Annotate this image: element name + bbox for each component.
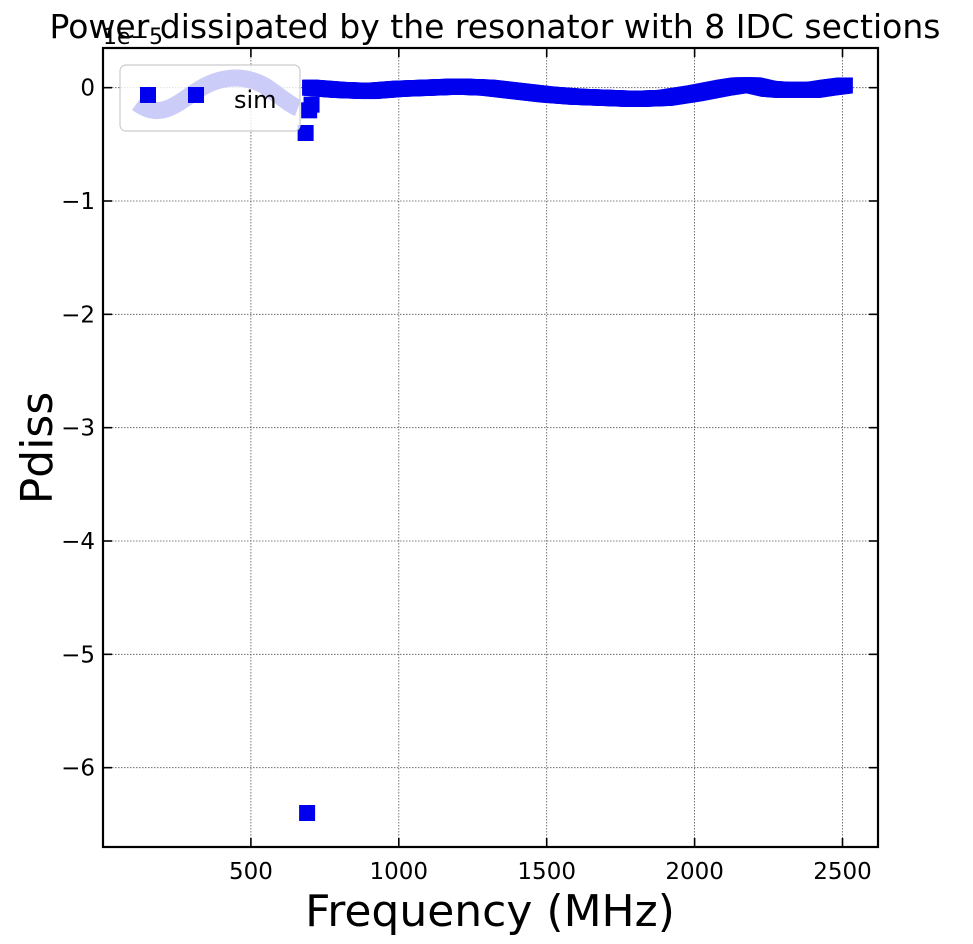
y-tick-label: −1	[61, 189, 95, 215]
y-offset-label: 1e−5	[103, 25, 163, 50]
y-tick-label: −6	[61, 756, 95, 782]
data-point	[297, 125, 314, 141]
x-tick-label: 2500	[813, 859, 872, 885]
y-tick-label: −3	[61, 416, 95, 442]
x-tick-label: 1000	[370, 859, 429, 885]
y-tick-label: −4	[61, 529, 95, 555]
axis-ticks: 500 1000 1500 2000 2500 0 −1 −2 −3 −4 −5 −6	[61, 48, 878, 885]
legend-marker	[140, 87, 156, 103]
x-axis-label: Frequency (MHz)	[305, 886, 675, 937]
data-point	[299, 805, 316, 821]
data-point	[303, 96, 320, 113]
y-tick-label: 0	[80, 76, 95, 102]
legend: sim	[119, 64, 302, 132]
x-tick-label: 2000	[665, 859, 724, 885]
y-axis-label: Pdiss	[12, 392, 63, 505]
x-tick-label: 500	[229, 859, 273, 885]
x-tick-label: 1500	[517, 859, 576, 885]
chart-title: Power dissipated by the resonator with 8…	[50, 7, 941, 46]
data-series-sim	[297, 77, 853, 821]
legend-label-sim: sim	[234, 86, 277, 114]
y-tick-label: −5	[61, 642, 95, 668]
grid	[103, 48, 878, 847]
legend-marker	[188, 87, 204, 103]
y-tick-label: −2	[61, 302, 95, 328]
legend-swatch-curve	[131, 69, 302, 120]
data-point	[836, 77, 853, 94]
plot-frame	[101, 46, 880, 849]
